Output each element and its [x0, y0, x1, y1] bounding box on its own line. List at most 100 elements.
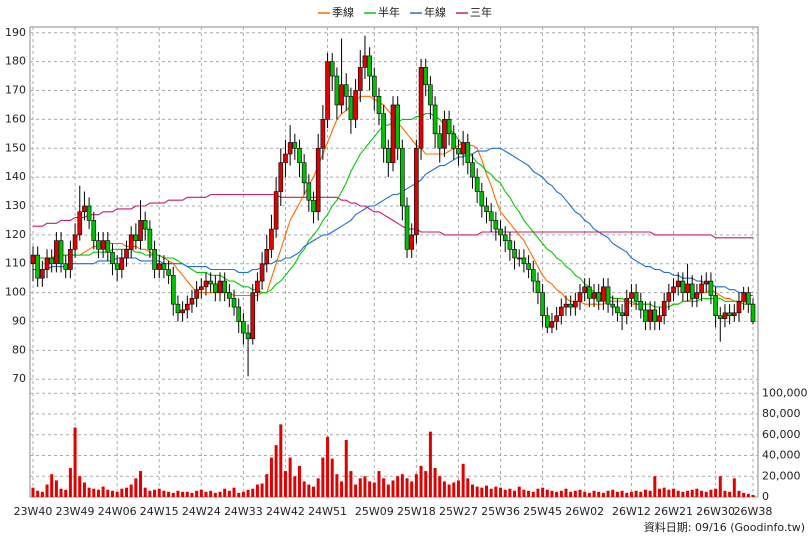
candle-body: [582, 286, 587, 293]
volume-bar: [185, 491, 189, 497]
candle-body: [241, 321, 246, 334]
candle-body: [362, 55, 368, 68]
candle-body: [259, 263, 265, 282]
y-tick-label: 120: [5, 228, 26, 241]
volume-bar: [573, 490, 577, 497]
volume-bar: [237, 492, 241, 497]
candle-body: [451, 133, 457, 149]
volume-bar: [704, 491, 708, 497]
volume-bar: [96, 489, 100, 497]
volume-bar: [78, 476, 82, 497]
volume-bar: [414, 474, 418, 497]
candle-body: [283, 153, 288, 163]
volume-bar: [503, 489, 507, 497]
x-tick-label: 26W02: [565, 505, 604, 518]
volume-bar: [494, 486, 498, 497]
candle-body: [708, 280, 714, 296]
candle-body: [138, 220, 143, 241]
candle-body: [437, 133, 443, 149]
volume-bar: [410, 481, 414, 497]
volume-bar: [302, 481, 306, 497]
volume-bar: [213, 492, 217, 497]
candle-body: [629, 292, 634, 299]
candle-body: [507, 240, 513, 250]
candle-body: [596, 292, 602, 302]
candle-body: [633, 292, 639, 302]
volume-bar: [419, 465, 423, 497]
volume-bar: [545, 489, 549, 497]
candle-body: [563, 303, 569, 308]
volume-bar: [396, 476, 400, 497]
volume-bar: [695, 488, 699, 497]
candle-body: [727, 312, 732, 317]
candle-body: [40, 269, 45, 279]
volume-bar: [597, 491, 601, 497]
volume-bar: [625, 492, 629, 497]
candle-body: [110, 251, 115, 265]
candle-body: [502, 234, 508, 241]
volume-bar: [279, 424, 283, 497]
candle-body: [750, 303, 756, 322]
candle-body: [63, 263, 69, 270]
candle-body: [49, 257, 55, 265]
candle-body: [381, 113, 386, 149]
candle-body: [643, 309, 648, 322]
candle-body: [124, 249, 129, 259]
volume-bar: [54, 480, 58, 497]
volume-bar: [283, 471, 287, 497]
x-tick-label: 26W38: [734, 505, 773, 518]
candle-body: [119, 257, 125, 270]
candle-body: [208, 280, 213, 285]
volume-bar: [358, 478, 362, 497]
candle-body: [213, 283, 218, 293]
candle-body: [152, 249, 157, 270]
volume-bar: [634, 490, 638, 497]
volume-bar: [349, 471, 353, 497]
candle-body: [166, 269, 171, 276]
volume-bar: [330, 458, 334, 497]
candle-body: [544, 315, 550, 328]
candle-body: [577, 292, 583, 302]
volume-bar: [583, 491, 587, 497]
volume-bar: [92, 488, 96, 497]
candle-body: [530, 269, 536, 282]
x-tick-label: 25W18: [397, 505, 436, 518]
candle-body: [591, 292, 597, 299]
candle-body: [624, 298, 630, 317]
volume-bar: [629, 491, 633, 497]
volume-bar: [587, 492, 591, 497]
candle-body: [371, 75, 377, 97]
candle-body: [306, 182, 312, 201]
y-tick-label: 170: [5, 84, 26, 97]
volume-bar: [167, 491, 171, 497]
candle-body: [184, 303, 190, 311]
volume-bar: [335, 474, 339, 497]
volume-bar: [241, 491, 245, 497]
candle-body: [446, 119, 452, 135]
x-tick-label: 23W40: [14, 505, 53, 518]
candle-body: [255, 280, 260, 293]
y-tick-label: 80: [12, 343, 26, 356]
candle-body: [339, 84, 344, 106]
candle-body: [44, 257, 50, 270]
candle-body: [376, 95, 382, 114]
volume-bar: [606, 490, 610, 497]
source-note: 資料日期: 09/16 (Goodinfo.tw): [644, 520, 805, 534]
candle-body: [142, 220, 148, 230]
candle-body: [77, 211, 83, 236]
volume-bar: [700, 490, 704, 497]
candle-body: [526, 263, 531, 270]
legend-label: 半年: [378, 5, 400, 19]
y2-tick-label: 100,000: [762, 386, 808, 399]
volume-bar: [120, 488, 124, 497]
volume-bar: [255, 484, 259, 497]
volume-bar: [73, 427, 77, 497]
candle-body: [680, 280, 686, 293]
volume-bar: [307, 484, 311, 497]
candle-body: [731, 312, 737, 317]
candle-body: [432, 104, 438, 135]
volume-bar: [686, 490, 690, 497]
candle-body: [488, 211, 494, 221]
volume-bar: [40, 491, 44, 497]
candle-body: [423, 67, 429, 86]
